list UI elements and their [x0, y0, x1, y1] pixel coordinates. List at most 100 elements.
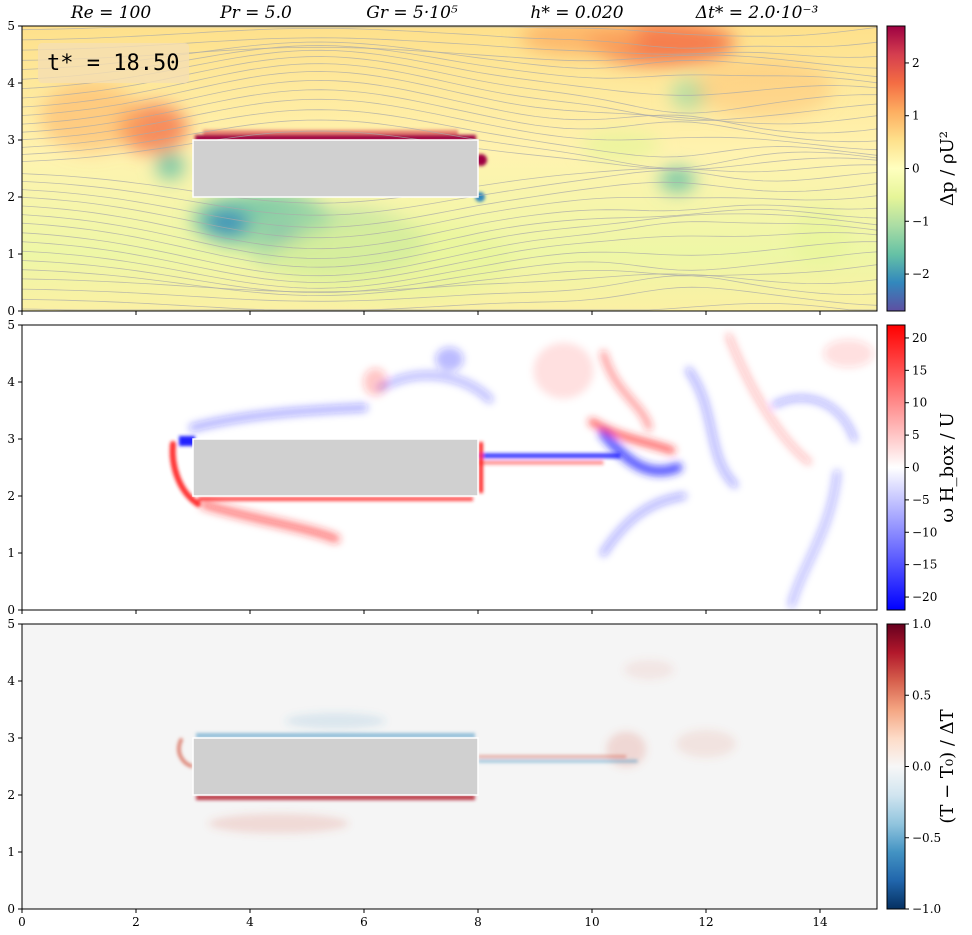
colorbar-label: (T − T₀) / ΔT: [937, 709, 958, 823]
vorticity-structures: [189, 333, 874, 608]
x-tick-label: 6: [360, 915, 368, 929]
temperature-structures: [208, 659, 736, 834]
pressure-field: [22, 26, 877, 311]
field-blob: [790, 206, 850, 267]
field-blob: [285, 712, 386, 729]
pressure-top-layer: [195, 135, 476, 141]
y-tick-label: 0: [7, 304, 15, 318]
colorbar-scale: [886, 623, 906, 910]
pressure-top-layer-outer: [203, 130, 458, 135]
streamline: [22, 251, 877, 294]
parameter-header: Re = 100 Pr = 5.0 Gr = 5·10⁵ h* = 0.020 …: [70, 3, 819, 23]
temperature-boundary-layers: [176, 733, 638, 800]
colorbar-tick-label: 20: [912, 331, 927, 345]
colorbar-tick-label: 0.0: [912, 760, 931, 774]
hot-bottom-layer: [196, 795, 475, 800]
streamline: [22, 170, 877, 216]
pressure-axes-frame: [21, 25, 878, 312]
colorbar-tick-label: 5: [912, 428, 920, 442]
streamline: [22, 119, 877, 169]
field-blob: [435, 347, 464, 372]
colorbar-tick-label: 15: [912, 363, 927, 377]
vorticity-axes-ticks: 0 1 2 3 4 5: [7, 318, 821, 617]
colorbar-tick-label: −2: [912, 267, 930, 281]
colorbar-scale: [886, 324, 906, 611]
param-prandtl: Pr = 5.0: [219, 3, 292, 23]
pressure-colorbar: −2 −1 0 1 2 Δp / ρU²: [886, 25, 958, 312]
field-filament: [599, 492, 687, 557]
temperature-axes-frame: [21, 623, 878, 910]
field-blob: [520, 26, 641, 56]
y-tick-label: 4: [7, 76, 15, 90]
field-blob: [156, 151, 185, 180]
field-filament: [600, 350, 652, 431]
streamline: [22, 273, 877, 293]
wake-shear-neg: [478, 453, 621, 459]
temperature-field: [22, 624, 877, 909]
vorticity-field: [22, 325, 877, 610]
field-blob: [659, 167, 696, 192]
field-filament: [788, 469, 841, 608]
streamline: [22, 264, 877, 297]
colorbar-tick-label: −1: [912, 214, 930, 228]
colorbar-tick-label: −0.5: [912, 831, 941, 845]
field-filament: [199, 500, 340, 544]
y-tick-label: 1: [7, 845, 15, 859]
param-time-step: Δt* = 2.0·10⁻³: [695, 3, 819, 23]
field-filament: [588, 418, 676, 454]
pressure-panel: 0 1 2 3 4 5 −2 −1 0 1 2 Δp / ρU² t* = 18.50: [7, 19, 958, 318]
y-tick-label: 4: [7, 674, 15, 688]
streamline: [22, 28, 877, 49]
streamline: [22, 195, 877, 239]
colorbar-tick-label: 0.5: [912, 688, 931, 702]
streamline: [22, 26, 877, 37]
y-tick-label: 5: [7, 318, 15, 332]
wake-shear-pos: [478, 460, 604, 465]
y-tick-label: 1: [7, 546, 15, 560]
streamline: [22, 89, 877, 143]
y-tick-label: 1: [7, 247, 15, 261]
y-tick-label: 3: [7, 432, 15, 446]
y-tick-label: 0: [7, 603, 15, 617]
y-tick-label: 3: [7, 731, 15, 745]
trailing-edge-layer: [479, 442, 483, 493]
y-tick-label: 4: [7, 375, 15, 389]
time-badge: t* = 18.50: [38, 43, 189, 83]
wake-cold-filament: [478, 759, 638, 763]
y-tick-label: 2: [7, 190, 15, 204]
y-tick-label: 5: [7, 617, 15, 631]
streamline: [22, 241, 877, 289]
y-tick-label: 3: [7, 133, 15, 147]
streamline: [22, 109, 877, 158]
field-blob: [363, 368, 388, 396]
field-filament: [598, 428, 683, 477]
y-tick-label: 2: [7, 489, 15, 503]
streamline: [22, 286, 877, 311]
obstacle-box: [192, 139, 479, 198]
colorbar-tick-label: 0: [912, 162, 920, 176]
streamline: [22, 181, 877, 228]
pressure-axes-ticks: 0 1 2 3 4 5: [7, 19, 821, 318]
field-filament: [169, 441, 201, 507]
streamline: [22, 98, 877, 151]
time-label: t* = 18.50: [47, 51, 179, 76]
colorbar-tick-label: 2: [912, 56, 920, 70]
field-blob: [208, 813, 349, 834]
obstacle-box: [192, 737, 479, 796]
vorticity-panel: 0 1 2 3 4 5 −20 −15 −10 −5 0 5 10 15 20 ω H_box / U: [7, 318, 958, 617]
colorbar-tick-label: 1.0: [912, 617, 931, 631]
streamline: [22, 208, 877, 259]
colorbar-tick-label: −5: [912, 493, 930, 507]
colorbar-tick-label: 10: [912, 396, 927, 410]
field-blob: [823, 339, 874, 368]
temperature-colorbar: −1.0 −0.5 0.0 0.5 1.0 (T − T₀) / ΔT: [886, 617, 958, 916]
streamline: [22, 302, 877, 311]
field-filament: [771, 395, 858, 442]
streamline: [22, 275, 877, 302]
field-blob: [624, 659, 674, 680]
y-tick-label: 0: [7, 902, 15, 916]
param-reynolds: Re = 100: [70, 3, 152, 23]
colorbar-tick-label: 0: [912, 461, 920, 475]
